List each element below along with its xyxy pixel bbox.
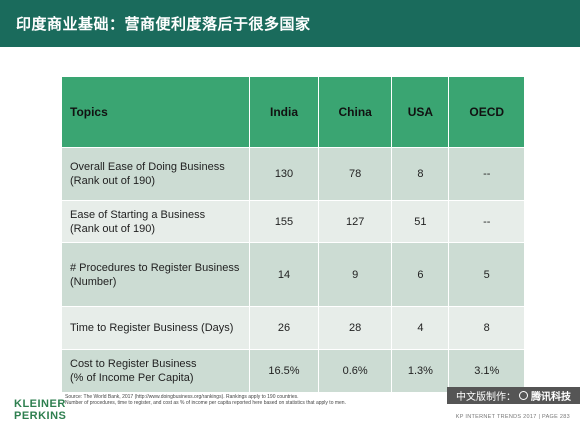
cell-usa: 8 [391,147,450,201]
title-bar: 印度商业基础：营商便利度落后于很多国家 [0,0,580,47]
cell-india: 26 [249,306,319,350]
row-topic-line: Cost to Register Business [70,357,197,370]
cell-usa: 1.3% [391,349,450,392]
badge-brand: 腾讯科技 [531,392,571,403]
cell-oecd: 3.1% [448,349,524,392]
column-header-topics: Topics [62,77,250,148]
cell-china: 28 [318,306,393,350]
table-row: Overall Ease of Doing Business (Rank out… [62,147,524,201]
row-topic-line: Time to Register Business (Days) [70,322,234,334]
row-topic-cell: Cost to Register Business (% of Income P… [62,349,250,392]
cell-china: 127 [318,200,393,243]
logo-line: PERKINS [14,410,67,422]
cell-india: 130 [249,147,319,201]
cell-oecd: 8 [448,306,524,350]
row-topic-line: Ease of Starting a Business [70,208,206,221]
row-topic-line: Overall Ease of Doing Business [70,161,225,173]
column-header-usa: USA [391,77,450,148]
column-header-china: China [318,77,393,148]
row-topic-cell: Ease of Starting a Business (Rank out of… [62,200,250,243]
logo-line: KLEINER [14,398,66,410]
row-topic-line: (Number) [70,275,117,288]
tencent-logo-icon [519,391,528,400]
row-topic-cell: Time to Register Business (Days) [62,306,250,350]
table-row: Ease of Starting a Business (Rank out of… [62,200,524,243]
cell-usa: 6 [391,242,450,307]
row-topic-line: # Procedures to Register Business [70,261,240,274]
cell-china: 0.6% [318,349,393,392]
cell-oecd: 5 [448,242,524,307]
badge-prefix: 中文版制作： [456,392,516,403]
row-topic-cell: # Procedures to Register Business (Numbe… [62,242,250,307]
page-title: 印度商业基础：营商便利度落后于很多国家 [16,15,311,33]
row-topic-line: (Rank out of 190) [70,222,155,235]
row-topic-cell: Overall Ease of Doing Business (Rank out… [62,147,250,201]
source-line: Number of procedures, time to register, … [65,400,346,406]
kleiner-perkins-logo: KLEINER PERKINS [14,398,66,422]
source-note: Source: The World Bank, 2017 (http://www… [65,394,425,406]
cell-india: 14 [249,242,319,307]
cell-india: 155 [249,200,319,243]
cell-india: 16.5% [249,349,319,392]
column-header-india: India [249,77,319,148]
cell-oecd: -- [448,147,524,201]
table-header-row: Topics India China USA OECD [62,77,524,148]
footer-page-info: KP INTERNET TRENDS 2017 | PAGE 283 [455,414,570,420]
table-row: Cost to Register Business (% of Income P… [62,349,524,392]
row-topic-line: (% of Income Per Capita) [70,371,194,384]
cell-usa: 51 [391,200,450,243]
cell-china: 78 [318,147,393,201]
column-header-oecd: OECD [448,77,524,148]
cell-oecd: -- [448,200,524,243]
cell-china: 9 [318,242,393,307]
source-line: Source: The World Bank, 2017 (http://www… [65,394,299,400]
table-row: Time to Register Business (Days) 26 28 4… [62,306,524,350]
table-row: # Procedures to Register Business (Numbe… [62,242,524,307]
row-topic-line: (Rank out of 190) [70,175,155,187]
translator-badge: 中文版制作： 腾讯科技 [447,387,580,404]
data-table: Topics India China USA OECD Overall Ease… [62,77,524,392]
cell-usa: 4 [391,306,450,350]
